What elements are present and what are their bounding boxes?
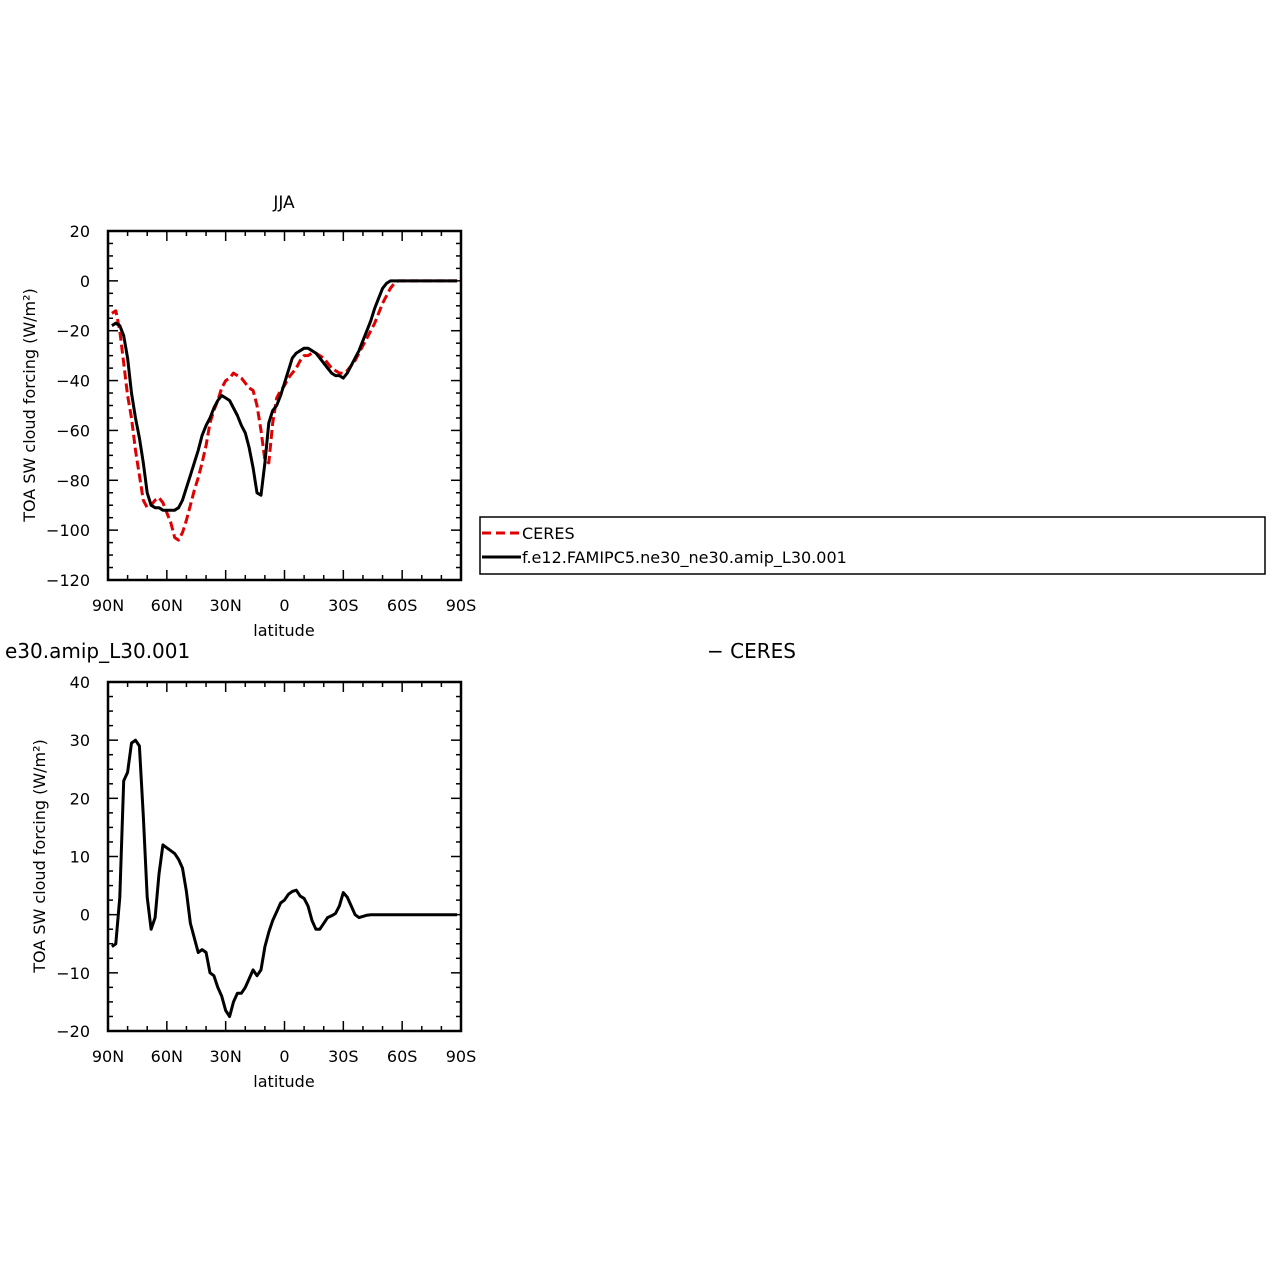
panel-bottom-ylabel: TOA SW cloud forcing (W/m²) xyxy=(30,739,49,974)
x-tick-label: 90S xyxy=(446,1047,477,1066)
legend: CERES f.e12.FAMIPC5.ne30_ne30.amip_L30.0… xyxy=(479,516,1266,575)
panel-bottom-title-right: − CERES xyxy=(707,639,796,663)
series-line-ceres xyxy=(111,279,458,542)
y-tick-label: −100 xyxy=(46,521,90,540)
y-tick-label: −20 xyxy=(56,322,90,341)
legend-box xyxy=(479,516,1266,575)
x-tick-label: 90N xyxy=(92,596,124,615)
x-tick-label: 60S xyxy=(387,596,418,615)
panel-top-ylabel: TOA SW cloud forcing (W/m²) xyxy=(20,288,39,523)
series-line-f-e12-famipc5-ne30-ne30-amip-l30-001 xyxy=(111,279,458,512)
x-tick-label: 30S xyxy=(328,1047,359,1066)
x-tick-label: 30N xyxy=(210,1047,242,1066)
y-tick-label: −120 xyxy=(46,571,90,590)
x-tick-label: 60N xyxy=(151,596,183,615)
legend-label-model: f.e12.FAMIPC5.ne30_ne30.amip_L30.001 xyxy=(522,548,847,568)
y-tick-label: 40 xyxy=(70,673,90,692)
x-tick-label: 60N xyxy=(151,1047,183,1066)
panel-bottom-xlabel: latitude xyxy=(253,1072,314,1091)
y-tick-label: 0 xyxy=(80,272,90,291)
y-tick-label: −60 xyxy=(56,421,90,440)
panel-top-series xyxy=(111,279,458,542)
panel-bottom-series xyxy=(111,738,458,1018)
x-tick-label: 90S xyxy=(446,596,477,615)
panel-bottom: e30.amip_L30.001 − CERES TOA SW cloud fo… xyxy=(5,639,796,1091)
panel-top: JJA TOA SW cloud forcing (W/m²) −120 −100… xyxy=(20,193,476,640)
panel-top-ticks xyxy=(107,230,462,581)
panel-top-title: JJA xyxy=(272,193,295,213)
y-tick-label: 30 xyxy=(70,731,90,750)
y-tick-label: 20 xyxy=(70,222,90,241)
legend-label-ceres: CERES xyxy=(522,524,575,543)
panel-bottom-y-tick-labels: −20 −10 0 10 20 30 40 xyxy=(56,673,90,1041)
x-tick-label: 0 xyxy=(279,596,289,615)
x-tick-label: 30S xyxy=(328,596,359,615)
y-tick-label: −10 xyxy=(56,964,90,983)
y-tick-label: −40 xyxy=(56,372,90,391)
panel-bottom-x-tick-labels: 90N 60N 30N 0 30S 60S 90S xyxy=(92,1047,476,1066)
panel-bottom-title: e30.amip_L30.001 xyxy=(5,639,190,663)
y-tick-label: −80 xyxy=(56,471,90,490)
panel-top-frame xyxy=(106,229,463,582)
y-tick-label: 10 xyxy=(70,848,90,867)
panel-bottom-frame xyxy=(106,680,463,1033)
panel-top-y-tick-labels: −120 −100 −80 −60 −40 −20 0 20 xyxy=(46,222,90,590)
series-line-difference xyxy=(111,738,458,1018)
y-tick-label: 0 xyxy=(80,906,90,925)
panel-top-xlabel: latitude xyxy=(253,621,314,640)
y-tick-label: 20 xyxy=(70,789,90,808)
x-tick-label: 90N xyxy=(92,1047,124,1066)
y-tick-label: −20 xyxy=(56,1022,90,1041)
x-tick-label: 0 xyxy=(279,1047,289,1066)
panel-top-x-tick-labels: 90N 60N 30N 0 30S 60S 90S xyxy=(92,596,476,615)
x-tick-label: 60S xyxy=(387,1047,418,1066)
x-tick-label: 30N xyxy=(210,596,242,615)
